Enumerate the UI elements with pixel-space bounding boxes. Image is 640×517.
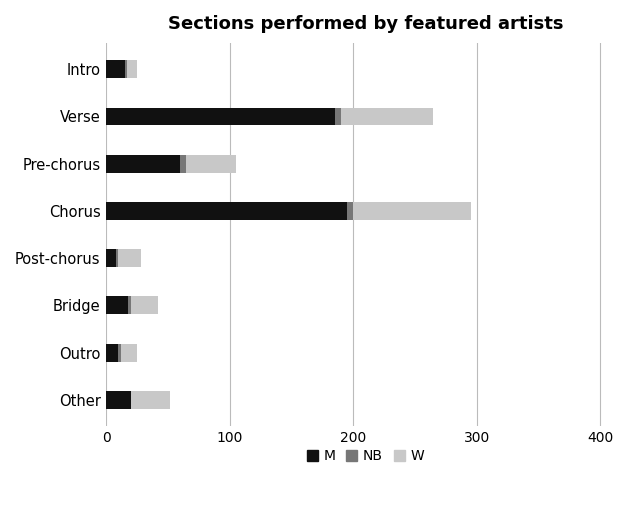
Bar <box>106 60 125 78</box>
Bar <box>180 155 186 173</box>
Bar <box>121 344 137 361</box>
Bar <box>106 108 335 126</box>
Bar <box>106 391 131 409</box>
Bar <box>353 202 470 220</box>
Legend: M, NB, W: M, NB, W <box>301 444 430 469</box>
Bar <box>186 155 236 173</box>
Bar <box>106 344 118 361</box>
Bar <box>118 249 141 267</box>
Bar <box>335 108 341 126</box>
Bar <box>128 296 131 314</box>
Bar <box>118 344 121 361</box>
Bar <box>341 108 433 126</box>
Bar <box>125 60 127 78</box>
Bar <box>127 60 137 78</box>
Bar <box>106 155 180 173</box>
Bar <box>106 249 116 267</box>
Bar <box>347 202 353 220</box>
Bar <box>106 296 128 314</box>
Bar <box>116 249 118 267</box>
Title: Sections performed by featured artists: Sections performed by featured artists <box>168 15 563 33</box>
Bar <box>131 391 170 409</box>
Bar <box>106 202 347 220</box>
Bar <box>131 296 158 314</box>
